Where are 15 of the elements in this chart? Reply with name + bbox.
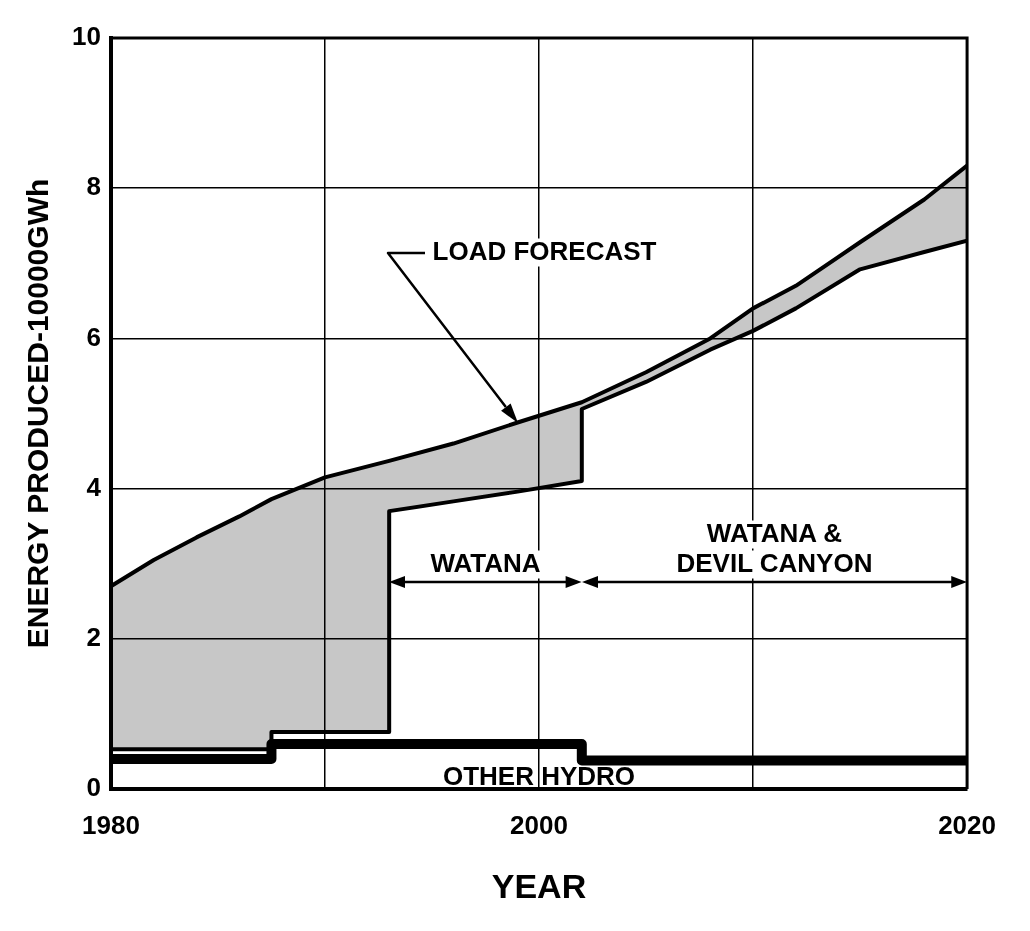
y-axis-title: ENERGY PRODUCED-10000GWh [21, 178, 55, 649]
annotation: WATANA & DEVIL CANYON [676, 517, 873, 578]
annotation: WATANA [430, 547, 541, 578]
y-tick-label: 2 [86, 621, 101, 652]
y-tick-label: 0 [86, 772, 101, 803]
y-tick-label: 8 [86, 171, 101, 202]
y-tick-label: 4 [86, 471, 102, 502]
series-label: OTHER HYDRO [442, 760, 636, 791]
x-axis-title: YEAR [491, 866, 587, 905]
x-tick-label: 2000 [510, 809, 568, 840]
y-tick-label: 6 [86, 321, 101, 352]
y-tick-label: 10 [72, 21, 101, 52]
x-tick-label: 2020 [938, 809, 996, 840]
annotation: LOAD FORECAST [432, 235, 657, 266]
x-tick-label: 1980 [82, 809, 140, 840]
